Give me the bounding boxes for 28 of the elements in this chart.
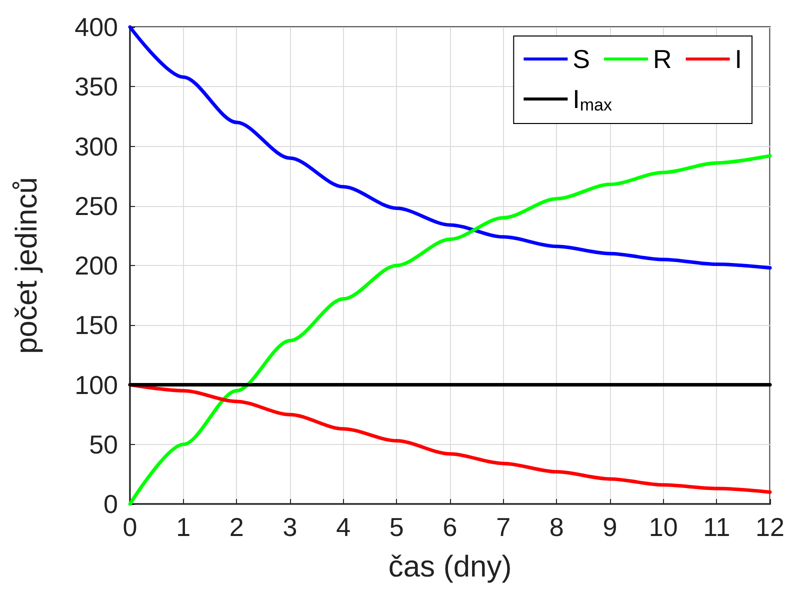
- x-tick-label: 10: [648, 512, 678, 542]
- y-tick-label: 50: [89, 429, 118, 460]
- x-tick-label: 0: [122, 512, 138, 542]
- x-tick-label: 11: [703, 512, 730, 542]
- y-tick-label: 0: [104, 489, 118, 519]
- x-tick-label: 7: [496, 512, 511, 542]
- y-tick-label: 350: [74, 72, 118, 102]
- y-tick-label: 150: [74, 310, 118, 340]
- x-tick-label: 5: [389, 512, 404, 542]
- legend-label: I: [734, 44, 742, 74]
- y-tick-label: 200: [74, 250, 118, 280]
- y-tick-label: 250: [74, 190, 118, 221]
- x-tick-label: 6: [442, 512, 458, 542]
- y-axis-title: počet jedinců: [10, 177, 44, 354]
- x-tick-label: 2: [229, 512, 244, 542]
- y-tick-label: 400: [74, 12, 118, 42]
- legend-label: R: [653, 44, 672, 74]
- x-tick-label: 12: [756, 512, 784, 542]
- y-tick-label: 300: [74, 131, 118, 162]
- x-tick-label: 3: [282, 512, 298, 542]
- x-tick-label: 4: [336, 512, 351, 542]
- legend-label: S: [572, 44, 590, 74]
- y-tick-label: 100: [74, 370, 118, 400]
- x-tick-label: 1: [176, 512, 191, 542]
- x-tick-label: 9: [602, 512, 618, 542]
- x-axis-title: čas (dny): [388, 550, 512, 584]
- x-tick-label: 8: [549, 512, 564, 542]
- legend-label: Imax: [572, 84, 612, 114]
